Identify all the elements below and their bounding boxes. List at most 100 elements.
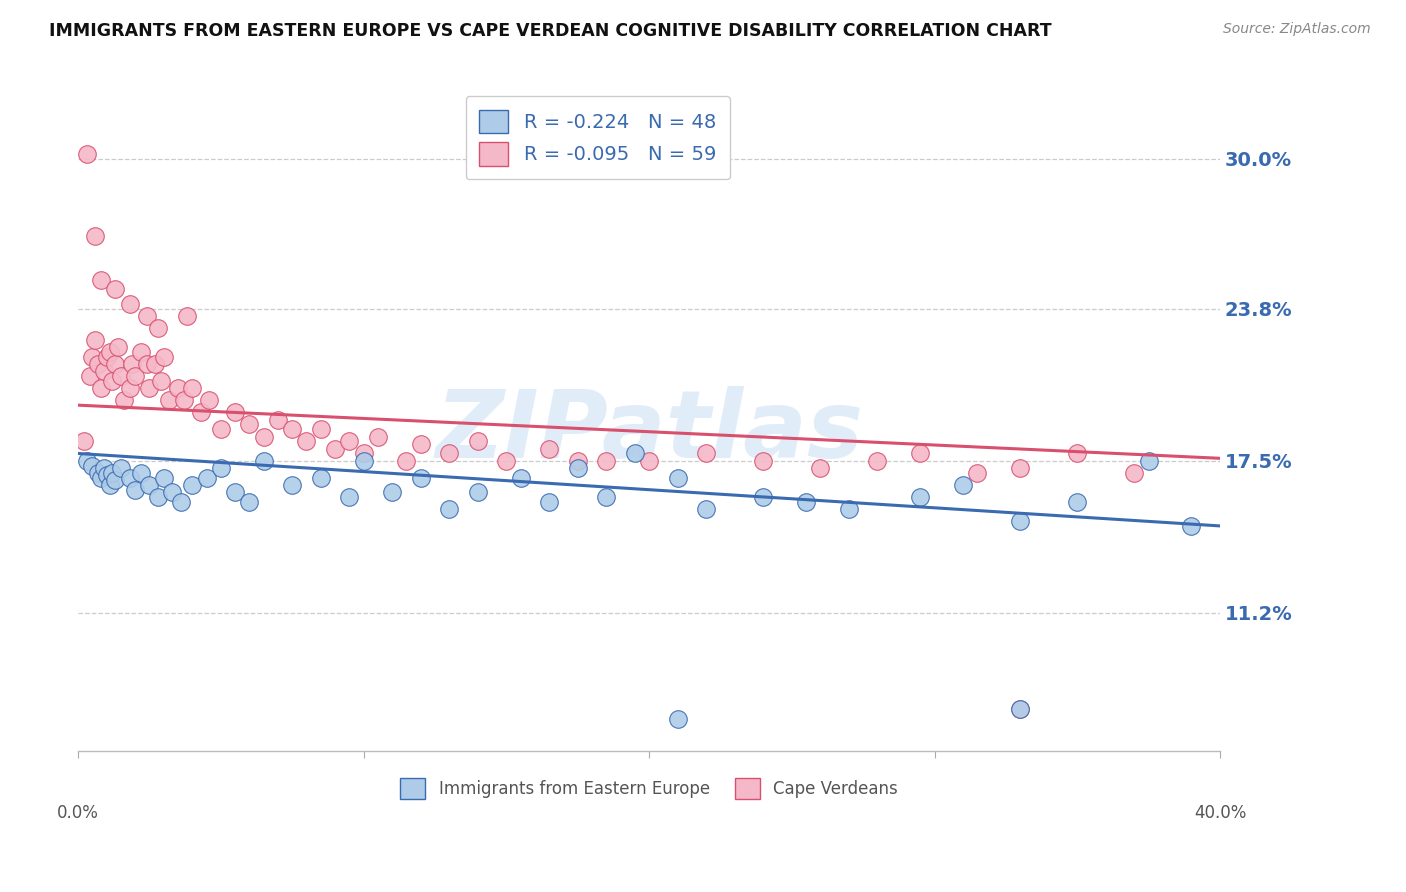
Point <box>666 712 689 726</box>
Point <box>952 478 974 492</box>
Point <box>138 381 160 395</box>
Point <box>323 442 346 456</box>
Point <box>866 453 889 467</box>
Point <box>238 495 260 509</box>
Point <box>167 381 190 395</box>
Point <box>367 429 389 443</box>
Point <box>794 495 817 509</box>
Point <box>90 470 112 484</box>
Point <box>595 453 617 467</box>
Point <box>79 369 101 384</box>
Point <box>224 485 246 500</box>
Point <box>195 470 218 484</box>
Point <box>1180 519 1202 533</box>
Point <box>695 446 717 460</box>
Point <box>538 495 561 509</box>
Point <box>353 446 375 460</box>
Point <box>135 357 157 371</box>
Point <box>309 422 332 436</box>
Point <box>198 393 221 408</box>
Point <box>439 446 461 460</box>
Point <box>752 453 775 467</box>
Point <box>409 437 432 451</box>
Point <box>838 502 860 516</box>
Point <box>253 453 276 467</box>
Point <box>224 405 246 419</box>
Point <box>267 412 290 426</box>
Point <box>124 369 146 384</box>
Point <box>381 485 404 500</box>
Point <box>253 429 276 443</box>
Point <box>84 333 107 347</box>
Point <box>96 468 118 483</box>
Point <box>149 374 172 388</box>
Point <box>209 461 232 475</box>
Point <box>129 466 152 480</box>
Point <box>176 309 198 323</box>
Text: 0.0%: 0.0% <box>58 804 98 822</box>
Point <box>595 490 617 504</box>
Point <box>87 466 110 480</box>
Point <box>93 461 115 475</box>
Point <box>90 272 112 286</box>
Point <box>1010 514 1032 528</box>
Point <box>143 357 166 371</box>
Point <box>1066 446 1088 460</box>
Point <box>152 350 174 364</box>
Point <box>118 296 141 310</box>
Point <box>73 434 96 449</box>
Point <box>76 147 98 161</box>
Point <box>966 466 988 480</box>
Point <box>1123 466 1146 480</box>
Point <box>104 357 127 371</box>
Point <box>439 502 461 516</box>
Point <box>146 490 169 504</box>
Point <box>101 374 124 388</box>
Point <box>666 470 689 484</box>
Point <box>567 461 589 475</box>
Point <box>138 478 160 492</box>
Point <box>623 446 645 460</box>
Text: Source: ZipAtlas.com: Source: ZipAtlas.com <box>1223 22 1371 37</box>
Point <box>98 478 121 492</box>
Point <box>808 461 831 475</box>
Point <box>87 357 110 371</box>
Point <box>76 453 98 467</box>
Point <box>190 405 212 419</box>
Point <box>467 485 489 500</box>
Point <box>181 478 204 492</box>
Text: IMMIGRANTS FROM EASTERN EUROPE VS CAPE VERDEAN COGNITIVE DISABILITY CORRELATION : IMMIGRANTS FROM EASTERN EUROPE VS CAPE V… <box>49 22 1052 40</box>
Legend: Immigrants from Eastern Europe, Cape Verdeans: Immigrants from Eastern Europe, Cape Ver… <box>391 768 908 809</box>
Point <box>638 453 661 467</box>
Point <box>82 350 104 364</box>
Point <box>567 453 589 467</box>
Point <box>337 434 360 449</box>
Point <box>467 434 489 449</box>
Point <box>395 453 418 467</box>
Point <box>118 381 141 395</box>
Point <box>159 393 181 408</box>
Point <box>84 229 107 244</box>
Point <box>96 350 118 364</box>
Point <box>90 381 112 395</box>
Point <box>1010 702 1032 716</box>
Point <box>98 345 121 359</box>
Point <box>209 422 232 436</box>
Point <box>910 490 932 504</box>
Point <box>152 470 174 484</box>
Point <box>124 483 146 497</box>
Point <box>295 434 318 449</box>
Point <box>135 309 157 323</box>
Point <box>695 502 717 516</box>
Point <box>752 490 775 504</box>
Point <box>337 490 360 504</box>
Point <box>1137 453 1160 467</box>
Point <box>1010 461 1032 475</box>
Point <box>104 473 127 487</box>
Point <box>910 446 932 460</box>
Text: ZIPatlas: ZIPatlas <box>434 385 863 478</box>
Point <box>112 393 135 408</box>
Point <box>1066 495 1088 509</box>
Point <box>162 485 184 500</box>
Point <box>509 470 531 484</box>
